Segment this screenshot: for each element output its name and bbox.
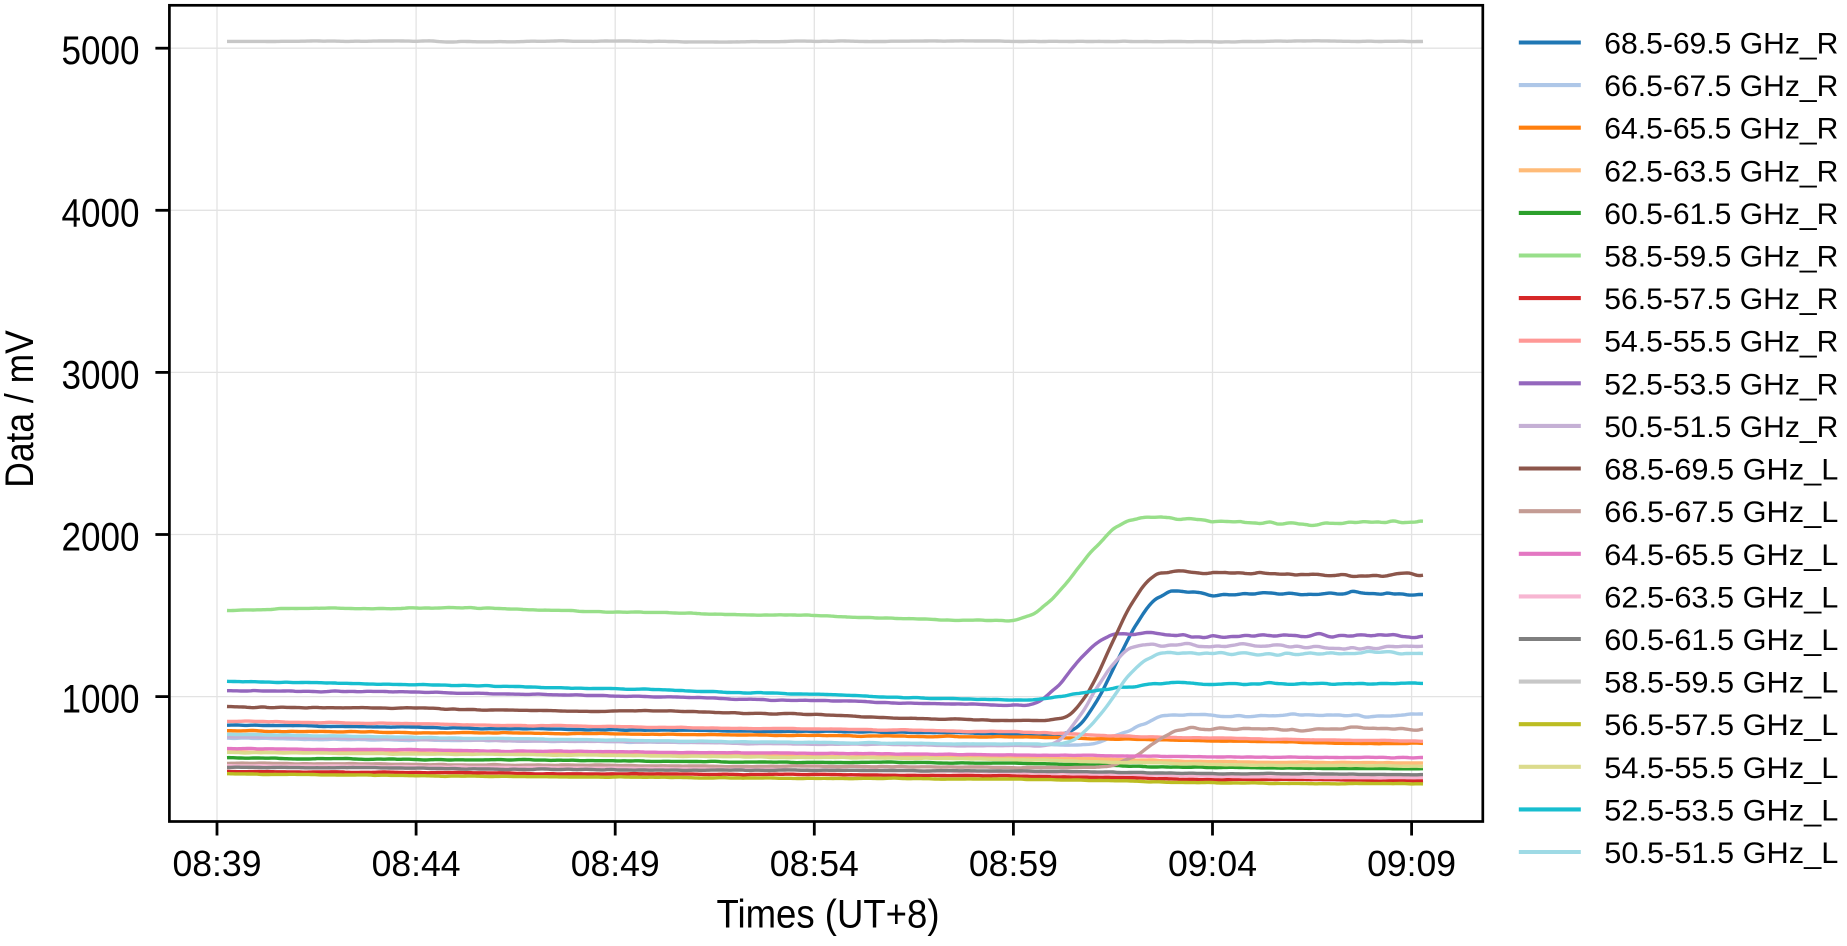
svg-text:54.5-55.5 GHz_L: 54.5-55.5 GHz_L [1604, 752, 1838, 785]
svg-text:60.5-61.5 GHz_L: 60.5-61.5 GHz_L [1604, 624, 1838, 657]
svg-text:50.5-51.5 GHz_R: 50.5-51.5 GHz_R [1604, 411, 1838, 444]
svg-text:68.5-69.5 GHz_R: 68.5-69.5 GHz_R [1604, 28, 1838, 61]
svg-text:Data / mV: Data / mV [0, 330, 42, 488]
svg-text:50.5-51.5 GHz_L: 50.5-51.5 GHz_L [1604, 837, 1838, 870]
svg-text:08:39: 08:39 [173, 843, 262, 884]
svg-text:68.5-69.5 GHz_L: 68.5-69.5 GHz_L [1604, 454, 1838, 487]
svg-text:2000: 2000 [62, 516, 140, 560]
svg-text:62.5-63.5 GHz_L: 62.5-63.5 GHz_L [1604, 581, 1838, 614]
svg-text:62.5-63.5 GHz_R: 62.5-63.5 GHz_R [1604, 155, 1838, 188]
svg-text:3000: 3000 [62, 353, 140, 397]
svg-text:64.5-65.5 GHz_L: 64.5-65.5 GHz_L [1604, 539, 1838, 572]
svg-text:08:49: 08:49 [571, 843, 660, 884]
svg-text:58.5-59.5 GHz_L: 58.5-59.5 GHz_L [1604, 667, 1838, 700]
svg-text:54.5-55.5 GHz_R: 54.5-55.5 GHz_R [1604, 326, 1838, 359]
svg-text:Times (UT+8): Times (UT+8) [717, 893, 940, 937]
svg-text:64.5-65.5 GHz_R: 64.5-65.5 GHz_R [1604, 113, 1838, 146]
svg-text:52.5-53.5 GHz_L: 52.5-53.5 GHz_L [1604, 794, 1838, 827]
svg-text:4000: 4000 [62, 191, 140, 235]
svg-text:08:54: 08:54 [770, 843, 859, 884]
svg-text:66.5-67.5 GHz_L: 66.5-67.5 GHz_L [1604, 496, 1838, 529]
svg-text:58.5-59.5 GHz_R: 58.5-59.5 GHz_R [1604, 241, 1838, 274]
svg-text:09:09: 09:09 [1367, 843, 1456, 884]
svg-text:56.5-57.5 GHz_R: 56.5-57.5 GHz_R [1604, 283, 1838, 316]
svg-text:52.5-53.5 GHz_R: 52.5-53.5 GHz_R [1604, 368, 1838, 401]
svg-text:5000: 5000 [62, 29, 140, 73]
svg-text:1000: 1000 [62, 678, 140, 722]
svg-text:08:44: 08:44 [372, 843, 461, 884]
svg-text:66.5-67.5 GHz_R: 66.5-67.5 GHz_R [1604, 70, 1838, 103]
svg-text:08:59: 08:59 [969, 843, 1058, 884]
svg-text:60.5-61.5 GHz_R: 60.5-61.5 GHz_R [1604, 198, 1838, 231]
svg-text:09:04: 09:04 [1168, 843, 1257, 884]
svg-text:56.5-57.5 GHz_L: 56.5-57.5 GHz_L [1604, 709, 1838, 742]
